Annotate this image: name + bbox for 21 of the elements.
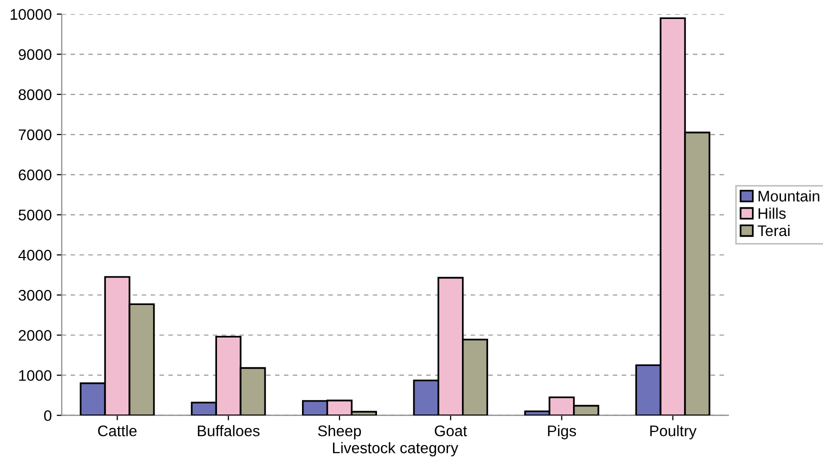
x-tick-label: Sheep: [318, 425, 361, 440]
y-tick-label: 2000: [18, 330, 52, 341]
y-tick-label: 1000: [19, 370, 52, 381]
legend-label: Terai: [758, 224, 790, 236]
y-tick-label: 5000: [18, 210, 52, 220]
y-tick-label: 4000: [18, 250, 52, 261]
x-tick-label: Goat: [434, 425, 468, 436]
x-tick-label: Cattle: [98, 425, 137, 436]
y-tick-label: 7000: [18, 129, 52, 140]
legend-label: Mountain: [758, 190, 820, 202]
x-tick-label: Pigs: [548, 425, 576, 440]
y-tick-label: 6000: [18, 170, 52, 180]
y-tick-label: 10000: [10, 9, 52, 20]
x-tick-label: Poultry: [650, 425, 697, 440]
x-tick-label: Buffaloes: [198, 425, 260, 436]
legend-label: Hills: [758, 208, 786, 219]
x-axis-title: Livestock category: [333, 442, 458, 456]
y-tick-label: 3000: [18, 290, 52, 301]
y-tick-label: 0: [44, 410, 52, 422]
y-tick-label: 9000: [18, 49, 52, 60]
y-tick-label: 8000: [18, 89, 52, 100]
